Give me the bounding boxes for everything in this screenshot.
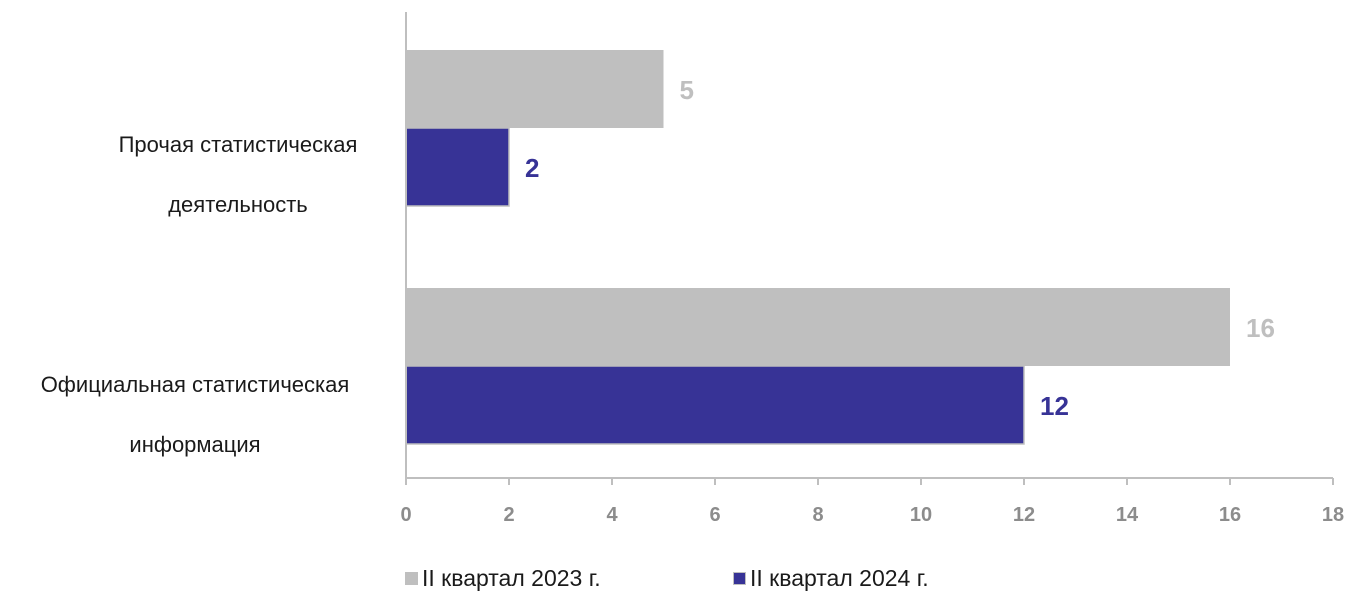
bar-2023-cat0: [406, 50, 664, 128]
data-labels: 5 2 16 12: [525, 75, 1275, 421]
x-tick-label: 2: [503, 504, 514, 526]
category-label-line: информация: [129, 432, 261, 457]
x-axis: [405, 12, 1334, 485]
category-label-line: Официальная статистическая: [40, 372, 350, 397]
x-tick-labels: 0 2 4 6 8 10 12 14 16 18: [400, 504, 1344, 526]
x-tick-label: 4: [606, 504, 618, 526]
bar-2024-cat0: [405, 127, 510, 207]
category-label-line: деятельность: [168, 192, 308, 217]
x-tick-label: 16: [1219, 504, 1241, 526]
bars-group: [405, 50, 1230, 445]
legend-label-2024: II квартал 2024 г.: [750, 565, 929, 591]
legend-item-2024: II квартал 2024 г.: [733, 565, 929, 592]
data-label-2024-cat1: 12: [1040, 391, 1069, 421]
x-tick-label: 18: [1322, 504, 1344, 526]
legend-swatch-2023: [405, 572, 418, 585]
x-tick-label: 8: [812, 504, 823, 526]
data-label-2023-cat1: 16: [1246, 313, 1275, 343]
x-tick-label: 0: [400, 504, 411, 526]
category-label-official-statistical-information: Официальная статистическая информация: [5, 340, 385, 490]
bar-2024-cat1: [405, 365, 1025, 445]
category-label-line: Прочая статистическая: [118, 132, 358, 157]
category-label-other-statistical-activity: Прочая статистическая деятельность: [48, 100, 428, 250]
x-tick-label: 12: [1013, 504, 1035, 526]
legend-swatch-2024: [733, 572, 746, 585]
x-tick-label: 14: [1116, 504, 1139, 526]
legend-label-2023: II квартал 2023 г.: [422, 565, 601, 591]
data-label-2023-cat0: 5: [680, 75, 694, 105]
x-tick-label: 10: [910, 504, 932, 526]
legend-item-2023: II квартал 2023 г.: [405, 565, 601, 592]
bar-2023-cat1: [406, 288, 1230, 366]
x-tick-label: 6: [709, 504, 720, 526]
data-label-2024-cat0: 2: [525, 153, 539, 183]
